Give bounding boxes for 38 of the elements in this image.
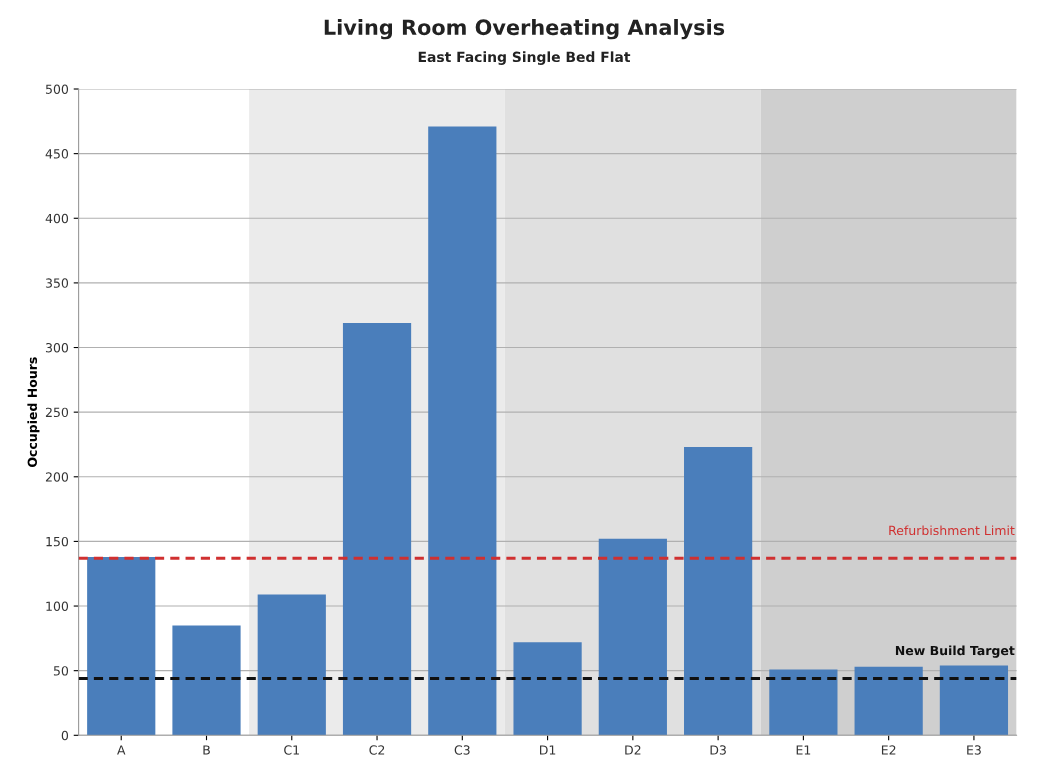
- x-tick-label: C3: [454, 745, 470, 755]
- y-axis-title: Occupied Hours: [27, 357, 40, 467]
- y-tick-label: 450: [45, 149, 69, 159]
- bar: [87, 556, 156, 736]
- x-tick-label: D1: [540, 745, 556, 755]
- ref-line-label: New Build Target: [895, 645, 1015, 658]
- y-tick-label: 150: [46, 536, 69, 547]
- bar: [428, 126, 497, 736]
- y-tick-label: 500: [45, 84, 69, 94]
- y-tick-label: 200: [45, 472, 69, 482]
- y-tick-label: 250: [45, 407, 69, 418]
- y-tick-label: 400: [45, 213, 69, 224]
- x-tick-label: E3: [967, 745, 981, 755]
- x-tick-label: C2: [369, 745, 385, 755]
- bar: [598, 538, 667, 736]
- bar: [769, 669, 838, 736]
- bar: [513, 642, 582, 736]
- bar: [257, 594, 326, 736]
- bar: [172, 625, 241, 736]
- x-tick-label: B: [203, 745, 210, 755]
- x-tick-label: D3: [710, 745, 726, 755]
- ref-line-label: Refurbishment Limit: [889, 525, 1015, 536]
- y-tick-label: 100: [46, 601, 69, 611]
- bar: [854, 666, 923, 736]
- y-tick-label: 50: [53, 666, 69, 676]
- x-tick-label: D2: [625, 745, 641, 755]
- x-tick-label: A: [117, 745, 126, 755]
- bar: [939, 665, 1009, 736]
- bar: [684, 447, 753, 736]
- y-tick-label: 300: [45, 343, 69, 353]
- chart-title: Living Room Overheating Analysis: [324, 19, 725, 40]
- bar: [342, 322, 412, 736]
- y-tick-label: 0: [61, 730, 69, 741]
- y-tick-label: 350: [45, 278, 69, 288]
- chart-subtitle: East Facing Single Bed Flat: [418, 51, 631, 65]
- x-tick-label: E1: [796, 745, 811, 755]
- x-tick-label: C1: [284, 745, 299, 755]
- x-tick-label: E2: [881, 745, 896, 755]
